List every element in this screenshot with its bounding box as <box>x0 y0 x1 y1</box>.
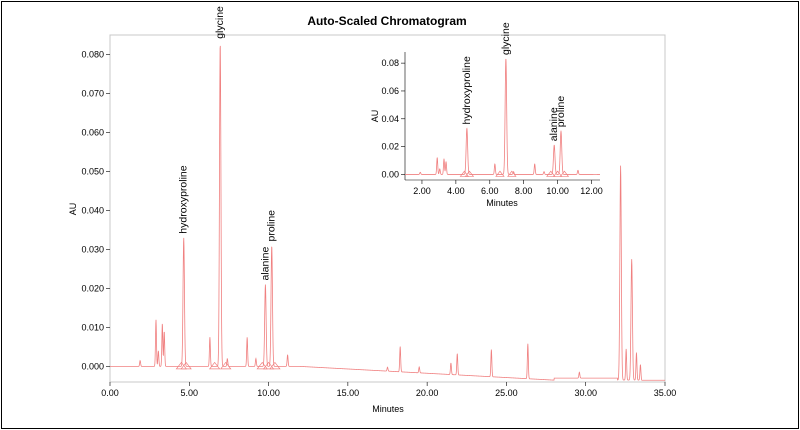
x-tick-label: 12.00 <box>580 186 603 196</box>
peak-marker <box>269 361 281 370</box>
y-tick-label: 0.02 <box>381 142 399 152</box>
peak-label: hydroxyproline <box>178 165 190 233</box>
peak-marker <box>262 361 275 370</box>
y-tick-label: 0.050 <box>81 166 104 176</box>
peak-marker <box>220 361 232 370</box>
peak-label: glycine <box>500 22 512 55</box>
y-tick-label: 0.020 <box>81 283 104 293</box>
peak-marker <box>559 170 570 177</box>
inset-x-axis-label: Minutes <box>486 198 518 208</box>
peak-label: alanine <box>548 107 560 141</box>
peak-marker <box>180 361 192 370</box>
x-axis-label: Minutes <box>372 404 404 414</box>
inset-x-axis: 2.00 4.00 6.00 8.00 10.00 12.00 <box>405 179 603 196</box>
x-tick-label: 20.00 <box>416 388 439 398</box>
x-tick-label: 6.00 <box>481 186 499 196</box>
x-tick-label: 2.00 <box>413 186 431 196</box>
peak-marker <box>552 170 563 177</box>
x-tick-label: 10.00 <box>546 186 569 196</box>
x-axis: 0.00 5.00 10.00 15.00 20.00 25.00 30.00 35.00 <box>101 382 676 398</box>
x-tick-label: 30.00 <box>574 388 597 398</box>
y-tick-label: 0.040 <box>81 205 104 215</box>
peak-marker <box>464 170 475 177</box>
peak-label: proline <box>555 96 567 128</box>
y-axis: 0.000 0.010 0.020 0.030 0.040 0.050 0.060 0.070… <box>81 49 110 371</box>
chart-title: Auto-Scaled Chromatogram <box>307 14 466 28</box>
y-tick-label: 0.010 <box>81 322 104 332</box>
peak-annotations: hydroxyproline glycine alanine proline <box>178 6 278 281</box>
x-tick-label: 25.00 <box>495 388 518 398</box>
inset-plot-area <box>405 50 600 185</box>
x-tick-label: 8.00 <box>515 186 533 196</box>
y-tick-label: 0.060 <box>81 127 104 137</box>
y-tick-label: 0.080 <box>81 49 104 59</box>
x-tick-label: 15.00 <box>337 388 360 398</box>
x-tick-label: 0.00 <box>101 388 119 398</box>
inset-baseline-markers <box>459 170 570 177</box>
y-tick-label: 0.04 <box>381 114 399 124</box>
y-axis-label: AU <box>68 203 78 216</box>
x-tick-label: 10.00 <box>257 388 280 398</box>
x-tick-label: 35.00 <box>654 388 677 398</box>
peak-label: glycine <box>214 6 226 39</box>
y-tick-label: 0.00 <box>381 169 399 179</box>
y-tick-label: 0.000 <box>81 361 104 371</box>
y-tick-label: 0.030 <box>81 244 104 254</box>
y-tick-label: 0.06 <box>381 86 399 96</box>
peak-marker <box>495 170 505 177</box>
chromatogram-line <box>110 45 665 381</box>
peak-marker <box>507 170 517 177</box>
inset-chromatogram-line <box>405 58 600 175</box>
peak-label: alanine <box>259 246 271 280</box>
peak-marker <box>208 361 221 370</box>
inset-y-axis-label: AU <box>370 110 380 123</box>
peak-label: hydroxyproline <box>461 56 473 124</box>
x-tick-label: 4.00 <box>447 186 465 196</box>
peak-marker <box>546 170 556 177</box>
x-tick-label: 5.00 <box>181 388 199 398</box>
inset-y-axis: 0.00 0.02 0.04 0.06 0.08 <box>381 52 406 180</box>
peak-marker <box>459 170 470 177</box>
peak-marker <box>256 361 268 370</box>
baseline-markers <box>175 361 281 370</box>
y-tick-label: 0.070 <box>81 88 104 98</box>
peak-label: proline <box>266 210 278 242</box>
y-tick-label: 0.08 <box>381 58 399 68</box>
plot-area <box>109 34 666 383</box>
